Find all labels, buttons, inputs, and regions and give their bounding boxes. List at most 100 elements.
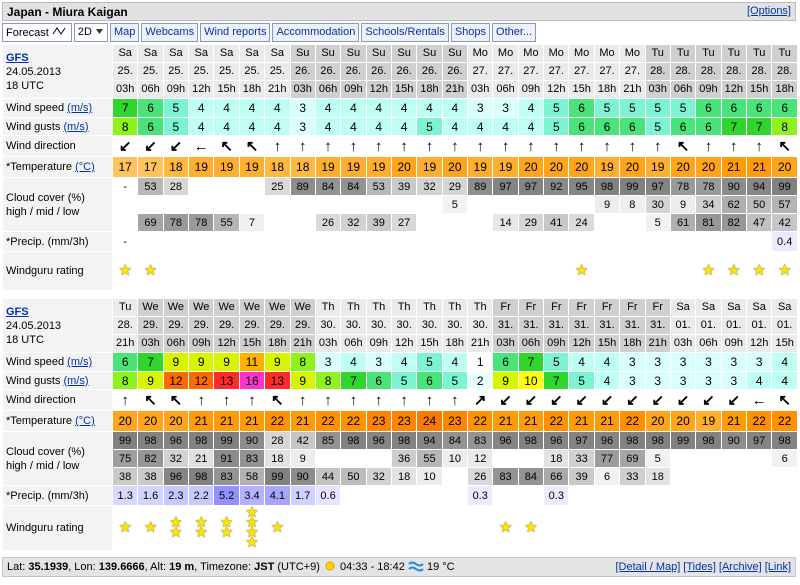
star: ★ [245,506,259,521]
cloud-low-cell: 83 [214,468,239,485]
sun-times: 04:33 - 18:42 [340,561,405,573]
wind-direction-cell: ↙ [518,390,544,410]
cloud-high-cell: 97 [746,432,772,449]
cloud-mid-cell: 9 [290,450,315,467]
graph-icon [52,27,66,35]
tab[interactable]: Map [109,23,140,42]
cloud-mid-cell [341,196,366,213]
wind-gusts-cell: 3 [721,372,746,389]
tab[interactable]: Forecast [2,23,72,42]
rating-cell: ★ [138,252,163,290]
model-link[interactable]: GFS [6,51,29,64]
precip-cell: 1.6 [138,486,163,505]
wind-gusts-cell: 5 [544,118,569,135]
unit-link[interactable]: (m/s) [63,374,89,387]
day-cell: Mo [569,45,594,62]
rating-cell [746,506,772,550]
cloud-mid-cell [163,196,189,213]
date-cell: 27. [620,63,645,80]
cloud-mid-cell: 50 [746,196,772,213]
model-cell: GFS 24.05.2013 18 UTC [3,299,112,352]
wind-gusts-cell: 4 [518,118,544,135]
unit-link[interactable]: (m/s) [63,120,89,133]
wind-gusts-cell: 6 [620,118,645,135]
temperature-cell: 17 [138,157,163,177]
cloud-low-cell: 41 [544,214,569,231]
tab[interactable]: Accommodation [272,23,360,42]
model-link[interactable]: GFS [6,305,29,318]
cloud-mid-row: 75 82 32 21 91 83 18 9 36 55 10 12 18 33 77 69 5 6 [3,450,797,467]
tab-label: Accommodation [276,26,356,38]
wind-direction-cell: ↙ [544,390,569,410]
cloud-mid-cell [518,450,544,467]
date-cell: 25. [163,63,189,80]
tab[interactable]: 2D [73,23,108,42]
wind-speed-cell: 6 [772,99,797,117]
label-text: Wind gusts [6,374,61,387]
label-text: high / mid / low [6,459,80,472]
unit-link[interactable]: (m/s) [67,102,93,114]
tab-label: Schools/Rentals [365,26,445,38]
wind-gusts-cell: 7 [746,118,772,135]
wind-direction-cell: ↑ [189,390,214,410]
cloud-high-cell: 28 [163,178,189,195]
hour-cell: 03h [493,335,518,352]
footer-link[interactable]: [Detail / Map] [615,561,681,573]
unit-link[interactable]: (m/s) [67,356,93,368]
precip-cell [239,232,265,251]
wind-direction-cell: ↑ [569,136,594,156]
row-label: Wind direction [3,390,112,410]
temperature-row: *Temperature (°C) 17 17 18 19 19 19 18 18 19 19 19 2… [3,157,797,177]
hour-cell: 09h [366,335,391,352]
hour-cell: 06h [315,81,341,98]
wind-direction-cell: ↙ [493,390,518,410]
tab[interactable]: Other... [492,23,537,42]
rating-cell [620,252,645,290]
precip-cell [569,232,594,251]
temperature-cell: 19 [315,157,341,177]
tab-label: Wind reports [204,26,267,38]
wind-speed-cell: 3 [721,353,746,371]
hour-cell: 12h [366,81,391,98]
cloud-mid-cell [417,196,442,213]
hour-cell: 15h [772,335,797,352]
temperature-cell: 20 [163,411,189,431]
date-cell: 26. [417,63,442,80]
temperature-cell: 22 [620,411,645,431]
hour-cell: 21h [620,81,645,98]
row-label: Wind speed (m/s) [3,353,112,371]
wind-direction-cell: ← [189,136,214,156]
wind-direction-cell: ↑ [620,136,645,156]
wind-speed-cell: 7 [113,99,138,117]
footer-link[interactable]: [Archive] [718,561,762,573]
tab[interactable]: Shops [450,23,491,42]
options-link[interactable]: [Options] [746,5,791,17]
precip-cell: 0.3 [468,486,493,505]
cloud-high-cell: 98 [772,432,797,449]
cloud-low-cell: 90 [290,468,315,485]
unit-link[interactable]: (°C) [75,161,95,173]
footer-link[interactable]: [Link] [764,561,791,573]
rating-cell [569,506,594,550]
temperature-cell: 20 [113,411,138,431]
rating-cell [290,506,315,550]
day-cell: We [138,299,163,316]
rating-cell [594,506,620,550]
cloud-mid-cell: 82 [138,450,163,467]
precip-cell [645,486,670,505]
tab[interactable]: Webcams [141,23,199,42]
cloud-high-cell: 94 [746,178,772,195]
tab[interactable]: Wind reports [200,23,271,42]
unit-link[interactable]: (°C) [75,415,95,427]
wind-direction-cell: ↙ [594,390,620,410]
cloud-high-cell: 89 [290,178,315,195]
tab[interactable]: Schools/Rentals [361,23,449,42]
cloud-mid-cell [341,450,366,467]
lon: 139.6666 [98,561,145,573]
footer-link[interactable]: [Tides] [683,561,716,573]
wind-speed-cell: 3 [290,99,315,117]
rating-stars: ★ [113,520,137,535]
date-cell: 28. [772,63,797,80]
cloud-high-cell: 98 [341,432,366,449]
star: ★ [245,514,259,531]
